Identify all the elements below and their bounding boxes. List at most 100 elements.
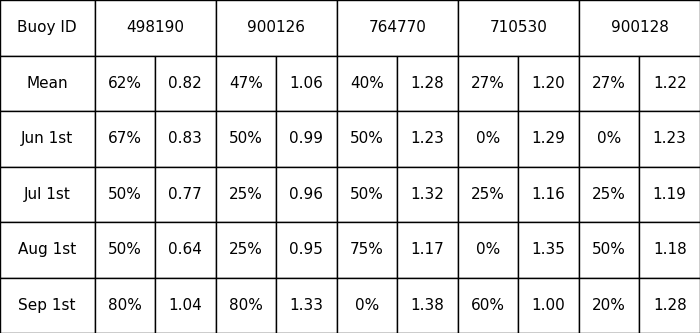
Bar	[337, 222, 398, 277]
Bar	[155, 277, 216, 333]
Bar	[518, 56, 579, 111]
Text: Sep 1st: Sep 1st	[18, 298, 76, 313]
Bar	[639, 166, 700, 222]
Text: 0.64: 0.64	[169, 242, 202, 257]
Text: 1.16: 1.16	[532, 187, 566, 202]
Text: 1.18: 1.18	[653, 242, 687, 257]
Bar	[337, 0, 458, 56]
Text: 25%: 25%	[229, 187, 262, 202]
Text: 0%: 0%	[476, 131, 500, 146]
Text: 1.32: 1.32	[411, 187, 444, 202]
Text: 764770: 764770	[368, 20, 426, 35]
Bar	[458, 0, 579, 56]
Bar	[216, 222, 276, 277]
Bar	[155, 222, 216, 277]
Bar	[639, 56, 700, 111]
Bar	[94, 222, 155, 277]
Bar	[155, 111, 216, 166]
Bar	[579, 222, 639, 277]
Bar	[398, 56, 458, 111]
Bar	[94, 111, 155, 166]
Text: 1.06: 1.06	[290, 76, 323, 91]
Bar	[94, 0, 216, 56]
Bar	[276, 277, 337, 333]
Bar	[579, 0, 700, 56]
Bar	[398, 166, 458, 222]
Bar	[458, 111, 518, 166]
Text: 0.96: 0.96	[289, 187, 323, 202]
Text: 900126: 900126	[247, 20, 305, 35]
Text: 0%: 0%	[597, 131, 622, 146]
Text: Aug 1st: Aug 1st	[18, 242, 76, 257]
Bar	[216, 111, 276, 166]
Text: 1.28: 1.28	[411, 76, 444, 91]
Bar	[579, 56, 639, 111]
Text: 50%: 50%	[108, 187, 141, 202]
Text: 60%: 60%	[471, 298, 505, 313]
Text: 50%: 50%	[229, 131, 262, 146]
Text: 62%: 62%	[108, 76, 142, 91]
Bar	[579, 111, 639, 166]
Text: 1.33: 1.33	[289, 298, 323, 313]
Bar	[518, 166, 579, 222]
Text: 27%: 27%	[471, 76, 505, 91]
Bar	[639, 277, 700, 333]
Bar	[276, 56, 337, 111]
Text: 25%: 25%	[471, 187, 505, 202]
Text: 0.95: 0.95	[290, 242, 323, 257]
Bar	[0, 56, 94, 111]
Bar	[155, 56, 216, 111]
Bar	[276, 222, 337, 277]
Bar	[216, 166, 276, 222]
Text: 1.29: 1.29	[532, 131, 566, 146]
Bar	[276, 111, 337, 166]
Text: 0.77: 0.77	[169, 187, 202, 202]
Text: 900128: 900128	[610, 20, 668, 35]
Bar	[0, 166, 94, 222]
Bar	[337, 166, 398, 222]
Text: 1.28: 1.28	[653, 298, 687, 313]
Text: Jul 1st: Jul 1st	[24, 187, 71, 202]
Text: 1.23: 1.23	[653, 131, 687, 146]
Text: 1.17: 1.17	[411, 242, 444, 257]
Text: 50%: 50%	[350, 187, 384, 202]
Bar	[94, 56, 155, 111]
Text: 47%: 47%	[229, 76, 262, 91]
Text: Mean: Mean	[27, 76, 68, 91]
Text: 1.04: 1.04	[169, 298, 202, 313]
Text: 0%: 0%	[355, 298, 379, 313]
Bar	[0, 111, 94, 166]
Bar	[398, 277, 458, 333]
Text: 25%: 25%	[229, 242, 262, 257]
Bar	[337, 111, 398, 166]
Text: 40%: 40%	[350, 76, 384, 91]
Text: 0.83: 0.83	[169, 131, 202, 146]
Text: 498190: 498190	[126, 20, 184, 35]
Bar	[155, 166, 216, 222]
Bar	[579, 277, 639, 333]
Text: 0.82: 0.82	[169, 76, 202, 91]
Bar	[518, 111, 579, 166]
Text: 1.35: 1.35	[532, 242, 566, 257]
Bar	[0, 277, 94, 333]
Text: 1.19: 1.19	[653, 187, 687, 202]
Text: 50%: 50%	[350, 131, 384, 146]
Bar	[337, 56, 398, 111]
Bar	[276, 166, 337, 222]
Text: 50%: 50%	[592, 242, 626, 257]
Text: 0.99: 0.99	[289, 131, 323, 146]
Text: 1.20: 1.20	[532, 76, 566, 91]
Bar	[639, 111, 700, 166]
Bar	[0, 0, 94, 56]
Bar	[216, 277, 276, 333]
Bar	[94, 166, 155, 222]
Bar	[458, 56, 518, 111]
Text: 50%: 50%	[108, 242, 141, 257]
Bar	[579, 166, 639, 222]
Text: 75%: 75%	[350, 242, 384, 257]
Text: 1.00: 1.00	[532, 298, 566, 313]
Text: 710530: 710530	[489, 20, 547, 35]
Bar	[518, 222, 579, 277]
Text: 1.38: 1.38	[411, 298, 444, 313]
Bar	[94, 277, 155, 333]
